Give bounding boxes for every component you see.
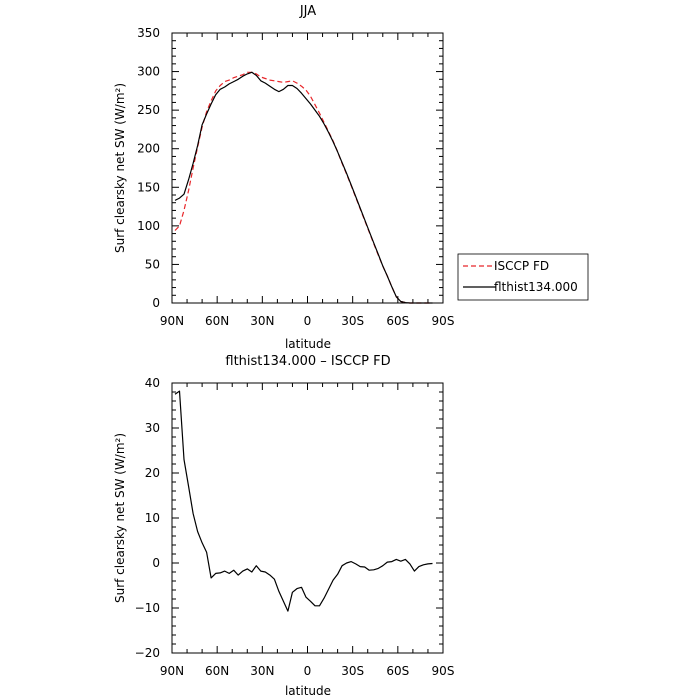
x-tick-label: 60N [205, 664, 229, 678]
y-tick-label: −10 [135, 601, 160, 615]
plot-frame [171, 382, 444, 654]
y-tick-label: 20 [145, 466, 160, 480]
y-tick-label: 10 [145, 511, 160, 525]
legend-label-flthist: flthist134.000 [494, 280, 578, 294]
y-axis-label: Surf clearsky net SW (W/m²) [113, 433, 127, 603]
chart-panel-top: JJA latitude Surf clearsky net SW (W/m²)… [113, 4, 454, 351]
x-tick-label: 30S [341, 664, 364, 678]
series-lines [174, 71, 433, 304]
y-tick-label: −20 [135, 646, 160, 660]
x-tick-label: 30N [250, 664, 274, 678]
y-tick-label: 100 [137, 219, 160, 233]
y-tick-label: 30 [145, 421, 160, 435]
x-tick-label: 90N [160, 664, 184, 678]
x-axis-label: latitude [285, 337, 331, 351]
x-tick-label: 30S [341, 314, 364, 328]
legend-box [457, 253, 589, 301]
y-tick-label: 200 [137, 142, 160, 156]
plot-frame [171, 32, 444, 304]
x-tick-label: 0 [304, 664, 312, 678]
axis-ticks: 90N 60N 30N 0 30S 60S 90S 0 50 100 150 200 250 300 350 [137, 26, 454, 328]
y-tick-label: 0 [152, 556, 160, 570]
y-tick-label: 250 [137, 103, 160, 117]
series-line-flthist134-000 [174, 71, 433, 304]
x-tick-label: 60S [386, 314, 409, 328]
y-tick-label: 50 [145, 257, 160, 271]
x-tick-label: 90S [432, 314, 455, 328]
chart-title: JJA [299, 4, 316, 19]
x-tick-label: 90N [160, 314, 184, 328]
axes-frame [171, 382, 444, 654]
x-tick-label: 90S [432, 664, 455, 678]
series-lines [174, 390, 433, 612]
chart-title: flthist134.000 – ISCCP FD [225, 354, 390, 369]
axis-ticks: 90N 60N 30N 0 30S 60S 90S −20 −10 0 10 20 30 40 [135, 376, 455, 678]
y-tick-label: 40 [145, 376, 160, 390]
y-tick-label: 350 [137, 26, 160, 40]
series-line-difference [174, 390, 433, 612]
x-tick-label: 60N [205, 314, 229, 328]
legend-label-isccp: ISCCP FD [494, 259, 549, 273]
y-tick-label: 0 [152, 296, 160, 310]
chart-panel-bottom: flthist134.000 – ISCCP FD latitude Surf … [113, 354, 454, 698]
axes-frame [171, 32, 444, 304]
x-axis-label: latitude [285, 684, 331, 698]
y-axis-label: Surf clearsky net SW (W/m²) [113, 83, 127, 253]
y-tick-label: 300 [137, 65, 160, 79]
x-tick-label: 0 [304, 314, 312, 328]
x-tick-label: 60S [386, 664, 409, 678]
y-tick-label: 150 [137, 180, 160, 194]
series-line-isccp-fd [174, 71, 433, 304]
legend: ISCCP FD flthist134.000 [457, 253, 589, 301]
x-tick-label: 30N [250, 314, 274, 328]
